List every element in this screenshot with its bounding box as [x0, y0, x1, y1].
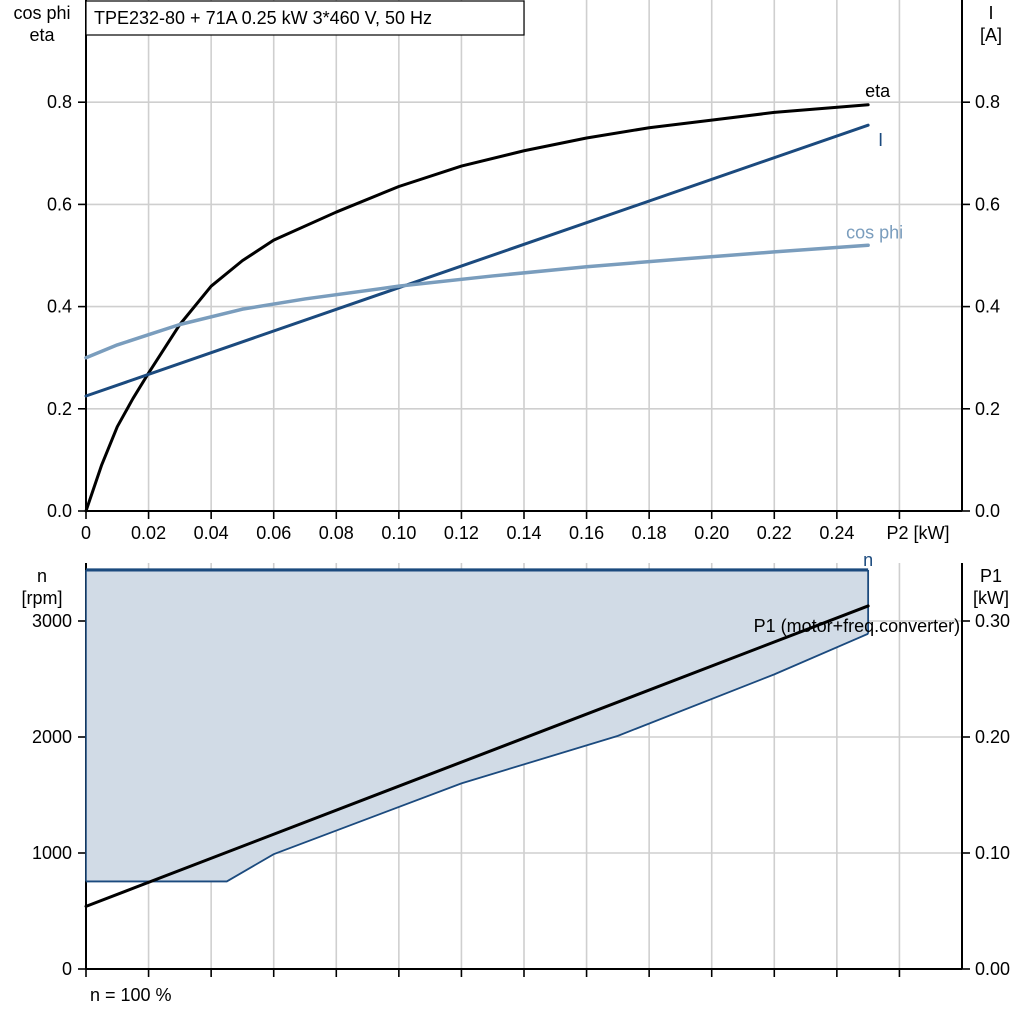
left-tick-label: 0.2	[47, 399, 72, 419]
series-label-p1: P1 (motor+freq.converter)	[754, 616, 961, 636]
left-tick-label: 2000	[32, 727, 72, 747]
right-tick-label: 0.10	[975, 843, 1010, 863]
right-tick-label: 0.8	[975, 92, 1000, 112]
left-axis-unit: eta	[29, 25, 55, 45]
series-label-n: n	[863, 550, 873, 570]
series-label-cos-phi: cos phi	[846, 222, 903, 242]
left-tick-label: 3000	[32, 611, 72, 631]
x-tick-label: 0.24	[819, 523, 854, 543]
x-tick-label: 0.18	[632, 523, 667, 543]
left-tick-label: 0.0	[47, 501, 72, 521]
right-axis-unit: [kW]	[973, 588, 1009, 608]
left-tick-label: 0.6	[47, 194, 72, 214]
speed-lower-line	[86, 632, 869, 883]
x-tick-label: 0.06	[256, 523, 291, 543]
left-tick-label: 0	[62, 959, 72, 979]
series-line-p1	[84, 604, 870, 908]
right-axis-unit: [A]	[980, 25, 1002, 45]
x-tick-label: 0.04	[194, 523, 229, 543]
x-tick-label: 0.08	[319, 523, 354, 543]
x-tick-label: 0.16	[569, 523, 604, 543]
title-box: TPE232-80 + 71A 0.25 kW 3*460 V, 50 Hz	[85, 0, 525, 36]
right-tick-label: 0.20	[975, 727, 1010, 747]
x-axis-title: P2 [kW]	[886, 523, 949, 543]
left-tick-label: 0.8	[47, 92, 72, 112]
right-axis-title: P1	[980, 566, 1002, 586]
x-tick-label: 0.20	[694, 523, 729, 543]
chart-title: TPE232-80 + 71A 0.25 kW 3*460 V, 50 Hz	[94, 8, 432, 28]
series-label-i: I	[878, 130, 883, 150]
right-tick-label: 0.30	[975, 611, 1010, 631]
x-tick-label: 0.02	[131, 523, 166, 543]
left-axis-title: n	[37, 566, 47, 586]
speed-percentage-note: n = 100 %	[90, 985, 172, 1005]
right-tick-label: 0.00	[975, 959, 1010, 979]
lower-plot-panel: 01000200030000.000.100.200.30n[rpm]P1[kW…	[21, 550, 1010, 979]
right-tick-label: 0.2	[975, 399, 1000, 419]
left-axis-title: cos phi	[13, 3, 70, 23]
x-tick-label: 0.12	[444, 523, 479, 543]
series-label-eta: eta	[865, 81, 891, 101]
left-tick-label: 0.4	[47, 297, 72, 317]
x-tick-label: 0	[81, 523, 91, 543]
x-tick-label: 0.14	[506, 523, 541, 543]
left-tick-label: 1000	[32, 843, 72, 863]
right-axis-title: I	[988, 3, 993, 23]
right-tick-label: 0.0	[975, 501, 1000, 521]
right-tick-label: 0.4	[975, 297, 1000, 317]
left-axis-unit: [rpm]	[21, 588, 62, 608]
series-line-cos-phi	[84, 243, 870, 360]
x-tick-label: 0.22	[757, 523, 792, 543]
x-tick-label: 0.10	[381, 523, 416, 543]
series-line-eta	[84, 103, 870, 513]
speed-range-area	[86, 569, 869, 882]
right-tick-label: 0.6	[975, 194, 1000, 214]
series-line-i	[84, 123, 870, 398]
